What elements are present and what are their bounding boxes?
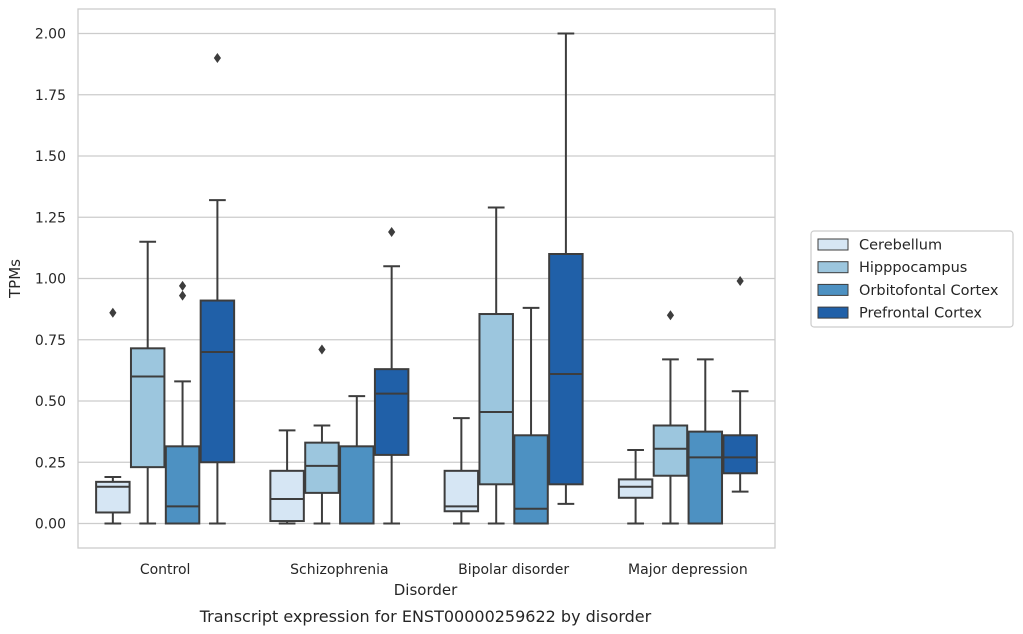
box-iqr <box>339 445 375 525</box>
box-iqr <box>652 424 689 477</box>
box-iqr <box>478 313 514 486</box>
x-tick-label: Major depression <box>628 562 748 578</box>
legend-swatch <box>817 261 849 274</box>
y-tick-label: 0.00 <box>35 517 66 533</box>
y-tick-label: 1.50 <box>35 149 66 165</box>
legend-swatch <box>817 283 849 296</box>
outlier-marker <box>666 310 675 321</box>
legend-label: Orbitofontal Cortex <box>859 283 999 299</box>
box-orbitofontal-cortex <box>687 358 724 525</box>
box-prefrontal-cortex <box>199 53 236 525</box>
box-prefrontal-cortex <box>373 226 410 525</box>
box-orbitofontal-cortex <box>164 280 201 525</box>
y-tick-label: 0.25 <box>35 455 66 471</box>
legend-label: Prefrontal Cortex <box>859 306 982 322</box>
outlier-marker <box>178 290 187 301</box>
box-iqr <box>373 368 410 456</box>
box-cerebellum <box>617 449 654 525</box>
y-tick-label: 1.75 <box>35 88 66 104</box>
box-groups <box>95 32 758 525</box>
plot-frame <box>77 8 776 549</box>
box-hipppocampus <box>304 344 340 525</box>
box-hipppocampus <box>478 206 514 525</box>
box-cerebellum <box>269 429 305 525</box>
y-tick-label: 0.75 <box>35 333 66 349</box>
legend-label: Hipppocampus <box>859 260 967 276</box>
legend-frame <box>810 230 1014 328</box>
outlier-marker <box>318 344 326 355</box>
box-iqr <box>617 478 654 499</box>
box-iqr <box>443 469 480 513</box>
box-iqr <box>722 434 758 475</box>
outlier-marker <box>178 280 187 291</box>
box-iqr <box>199 299 236 464</box>
box-iqr <box>687 430 724 525</box>
y-tick-label: 1.25 <box>35 210 66 226</box>
y-tick-labels: 0.00 0.25 0.50 0.75 1.00 1.25 1.50 1.75 2.00 <box>35 27 66 533</box>
x-axis-label: Disorder <box>394 581 458 599</box>
box-iqr <box>269 469 305 523</box>
legend: Cerebellum Hipppocampus Orbitofontal Corte… <box>810 230 1014 328</box>
box-cerebellum <box>443 417 480 525</box>
box-hipppocampus <box>129 240 166 525</box>
box-iqr <box>513 434 549 525</box>
box-orbitofontal-cortex <box>513 306 549 525</box>
legend-label: Cerebellum <box>859 238 942 254</box>
box-iqr <box>548 253 584 486</box>
box-iqr <box>304 441 340 494</box>
box-cerebellum <box>95 307 131 525</box>
y-tick-label: 0.50 <box>35 394 66 410</box>
outlier-marker <box>736 275 744 286</box>
box-iqr <box>164 445 201 525</box>
outlier-marker <box>213 53 221 63</box>
legend-swatch <box>817 238 849 251</box>
x-tick-label: Control <box>140 562 191 578</box>
legend-swatch <box>817 306 849 319</box>
box-prefrontal-cortex <box>722 275 758 493</box>
box-hipppocampus <box>652 310 689 525</box>
y-axis-label: TPMs <box>6 259 24 299</box>
y-tick-label: 1.00 <box>35 272 66 288</box>
box-iqr <box>129 347 166 469</box>
outlier-marker <box>388 226 396 237</box>
box-orbitofontal-cortex <box>339 395 375 525</box>
box-prefrontal-cortex <box>548 32 584 505</box>
chart-caption: Transcript expression for ENST0000025962… <box>199 607 652 626</box>
x-tick-label: Bipolar disorder <box>458 562 569 578</box>
outlier-marker <box>109 307 117 318</box>
y-tick-label: 2.00 <box>35 27 66 43</box>
x-tick-label: Schizophrenia <box>290 562 388 578</box>
x-tick-labels: Control Schizophrenia Bipolar disorder Majo… <box>140 562 748 578</box>
